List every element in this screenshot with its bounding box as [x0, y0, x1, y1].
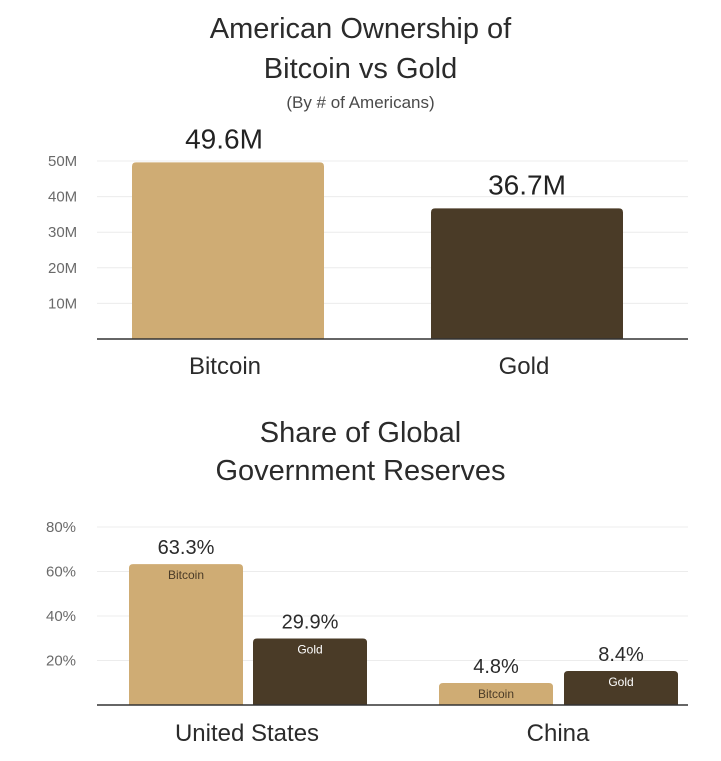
bar-bitcoin	[132, 162, 324, 339]
value-label: 29.9%	[282, 611, 339, 633]
value-label: 63.3%	[158, 537, 215, 559]
x-category-label: Bitcoin	[189, 353, 261, 380]
y-tick-label: 10M	[48, 295, 77, 312]
bar-gold	[431, 208, 623, 339]
chart1-title-line2: Bitcoin vs Gold	[263, 53, 458, 85]
y-tick-label: 50M	[48, 153, 77, 170]
value-label: 49.6M	[185, 123, 263, 154]
y-tick-label: 80%	[46, 519, 76, 536]
y-tick-label: 20%	[46, 653, 76, 670]
value-label: 4.8%	[473, 656, 519, 678]
value-label: 8.4%	[598, 644, 644, 666]
in-bar-series-label: Gold	[297, 642, 322, 656]
chart1-subtitle: (By # of Americans)	[286, 93, 435, 112]
x-category-label: China	[527, 720, 590, 747]
chart2-title-line2: Government Reserves	[215, 455, 506, 487]
in-bar-series-label: Bitcoin	[478, 687, 514, 701]
chart1-title-line1: American Ownership of	[209, 13, 512, 45]
y-tick-label: 30M	[48, 224, 77, 241]
y-tick-label: 20M	[48, 260, 77, 277]
in-bar-series-label: Bitcoin	[168, 568, 204, 582]
bar-gold-united-states	[253, 638, 367, 705]
y-tick-label: 60%	[46, 564, 76, 581]
y-tick-label: 40%	[46, 608, 76, 625]
y-tick-label: 40M	[48, 189, 77, 206]
chart2-title-line1: Share of Global	[259, 417, 462, 449]
bar-bitcoin-united-states	[129, 564, 243, 705]
in-bar-series-label: Gold	[608, 675, 633, 689]
bar-gold-china	[564, 671, 678, 705]
value-label: 36.7M	[488, 169, 566, 200]
x-category-label: Gold	[499, 353, 550, 380]
bar-bitcoin-china	[439, 683, 553, 705]
x-category-label: United States	[175, 720, 319, 747]
